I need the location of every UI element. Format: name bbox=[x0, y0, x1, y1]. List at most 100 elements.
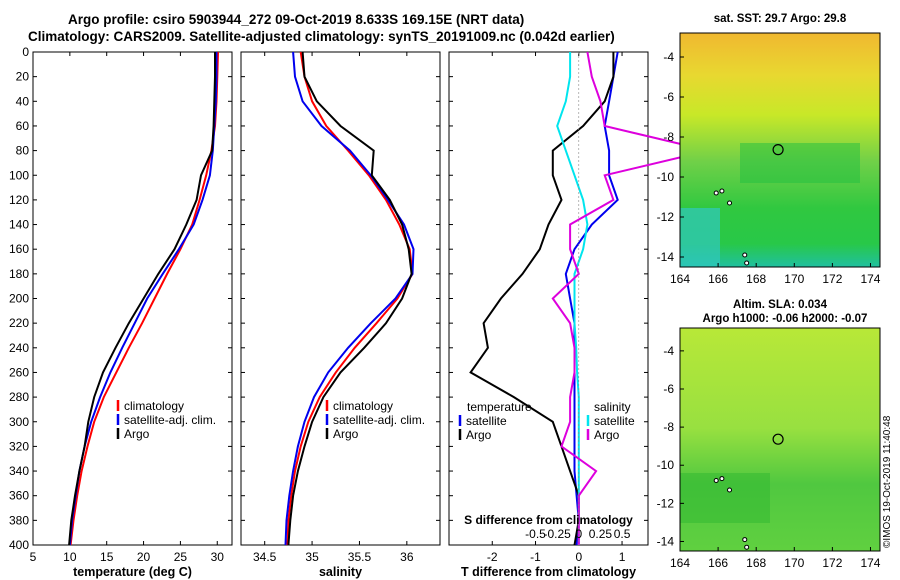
ytick-label: 140 bbox=[9, 218, 29, 232]
ytick-label: 400 bbox=[9, 538, 29, 552]
temperature-profile-frame bbox=[32, 51, 233, 546]
sst-cool-patch bbox=[680, 208, 720, 267]
sst-warm-band bbox=[740, 143, 860, 183]
difference-profile-series-argo bbox=[551, 51, 709, 545]
legend-label: satellite bbox=[594, 414, 635, 428]
island-marker bbox=[713, 190, 719, 196]
island-marker bbox=[744, 544, 750, 550]
map-ytick-label: -4 bbox=[663, 344, 674, 358]
xtick-label: 35 bbox=[305, 550, 319, 564]
xtick-label: 36 bbox=[400, 550, 414, 564]
map-xtick-label: 174 bbox=[860, 556, 880, 570]
map-xtick-label: 174 bbox=[860, 272, 880, 286]
ytick-label: 100 bbox=[9, 168, 29, 182]
ytick-label: 220 bbox=[9, 316, 29, 330]
xtick-label: 15 bbox=[100, 550, 114, 564]
legend-label: Argo bbox=[124, 427, 150, 441]
map-ytick-label: -14 bbox=[657, 250, 675, 264]
island-marker bbox=[744, 260, 750, 266]
sla-map-frame bbox=[679, 327, 881, 552]
map-ytick-label: -8 bbox=[663, 420, 674, 434]
xtick-label: 35.5 bbox=[348, 550, 372, 564]
map-ytick-label: -10 bbox=[657, 170, 675, 184]
sst-map-frame bbox=[679, 32, 881, 268]
ytick-label: 260 bbox=[9, 365, 29, 379]
xtick-label: 10 bbox=[63, 550, 77, 564]
legend-label: Argo bbox=[466, 428, 492, 442]
map-xtick-label: 172 bbox=[822, 556, 842, 570]
xtick-label: 5 bbox=[30, 550, 37, 564]
map-ytick-label: -6 bbox=[663, 90, 674, 104]
argo-position-marker bbox=[772, 433, 784, 445]
xtick-label: 30 bbox=[211, 550, 225, 564]
legend-label: satellite bbox=[466, 414, 507, 428]
xtick-label: 1 bbox=[619, 550, 626, 564]
difference-profile-series-argo bbox=[469, 52, 615, 546]
legend-group-salinity: salinity bbox=[594, 400, 631, 414]
map-xtick-label: 166 bbox=[708, 556, 728, 570]
ytick-label: 340 bbox=[9, 464, 29, 478]
salinity-diff-tick-label: -0.25 bbox=[543, 527, 571, 541]
difference-profile-xlabel: T difference from climatology bbox=[461, 565, 636, 579]
ytick-label: 40 bbox=[16, 94, 30, 108]
map-ytick-label: -8 bbox=[663, 130, 674, 144]
ytick-label: 380 bbox=[9, 513, 29, 527]
island-marker bbox=[713, 477, 719, 483]
argo-position-marker bbox=[772, 144, 784, 156]
ytick-label: 20 bbox=[16, 70, 30, 84]
difference-profile-frame bbox=[448, 51, 649, 546]
xtick-label: 20 bbox=[137, 550, 151, 564]
map-ytick-label: -10 bbox=[657, 458, 675, 472]
salinity-diff-tick-label: 0.5 bbox=[614, 527, 631, 541]
difference-profile-series-satellite bbox=[556, 52, 589, 545]
legend-label: Argo bbox=[594, 428, 620, 442]
ytick-label: 360 bbox=[9, 489, 29, 503]
ytick-label: 320 bbox=[9, 439, 29, 453]
salinity-diff-tick-label: 0 bbox=[575, 527, 582, 541]
ytick-label: 80 bbox=[16, 144, 30, 158]
island-marker bbox=[742, 537, 748, 543]
legend-label: satellite-adj. clim. bbox=[333, 413, 425, 427]
ytick-label: 0 bbox=[22, 45, 29, 59]
temperature-profile-xlabel: temperature (deg C) bbox=[73, 565, 192, 579]
legend-group-temperature: temperature bbox=[467, 400, 532, 414]
ytick-label: 60 bbox=[16, 119, 30, 133]
xtick-label: 0 bbox=[575, 550, 582, 564]
map-xtick-label: 164 bbox=[670, 556, 690, 570]
imos-watermark: ©IMOS 19-Oct-2019 11:40:48 bbox=[882, 415, 893, 548]
salinity-diff-tick-label: 0.25 bbox=[589, 527, 613, 541]
xtick-label: 25 bbox=[174, 550, 188, 564]
ytick-label: 200 bbox=[9, 292, 29, 306]
island-marker bbox=[727, 487, 733, 493]
map-xtick-label: 170 bbox=[784, 556, 804, 570]
island-marker bbox=[727, 200, 733, 206]
island-marker bbox=[719, 188, 725, 194]
salinity-profile-series-satellite-adj-clim- bbox=[284, 51, 415, 546]
ytick-label: 120 bbox=[9, 193, 29, 207]
map-ytick-label: -4 bbox=[663, 50, 674, 64]
sla-low-patch bbox=[680, 473, 770, 523]
figure-title-line1: Argo profile: csiro 5903944_272 09-Oct-2… bbox=[68, 12, 525, 27]
legend-label: Argo bbox=[333, 427, 359, 441]
map-xtick-label: 168 bbox=[746, 556, 766, 570]
salinity-profile-xlabel: salinity bbox=[319, 565, 362, 579]
legend-label: satellite-adj. clim. bbox=[124, 413, 216, 427]
salinity-profile-series-argo bbox=[287, 51, 413, 546]
sla-map-title: Altim. SLA: 0.034 bbox=[733, 299, 828, 311]
salinity-profile-series-climatology bbox=[286, 51, 414, 546]
ytick-label: 300 bbox=[9, 415, 29, 429]
map-xtick-label: 164 bbox=[670, 272, 690, 286]
difference-xlabel-top: S difference from climatology bbox=[464, 513, 633, 527]
ytick-label: 280 bbox=[9, 390, 29, 404]
map-ytick-label: -12 bbox=[657, 210, 675, 224]
xtick-label: 34.5 bbox=[253, 550, 277, 564]
difference-profile-series-satellite bbox=[564, 51, 619, 546]
ytick-label: 240 bbox=[9, 341, 29, 355]
map-ytick-label: -14 bbox=[657, 534, 675, 548]
salinity-profile-frame bbox=[240, 51, 441, 546]
xtick-label: -1 bbox=[530, 550, 541, 564]
map-ytick-label: -12 bbox=[657, 496, 675, 510]
figure-title-line2: Climatology: CARS2009. Satellite-adjuste… bbox=[28, 29, 615, 44]
map-xtick-label: 168 bbox=[746, 272, 766, 286]
